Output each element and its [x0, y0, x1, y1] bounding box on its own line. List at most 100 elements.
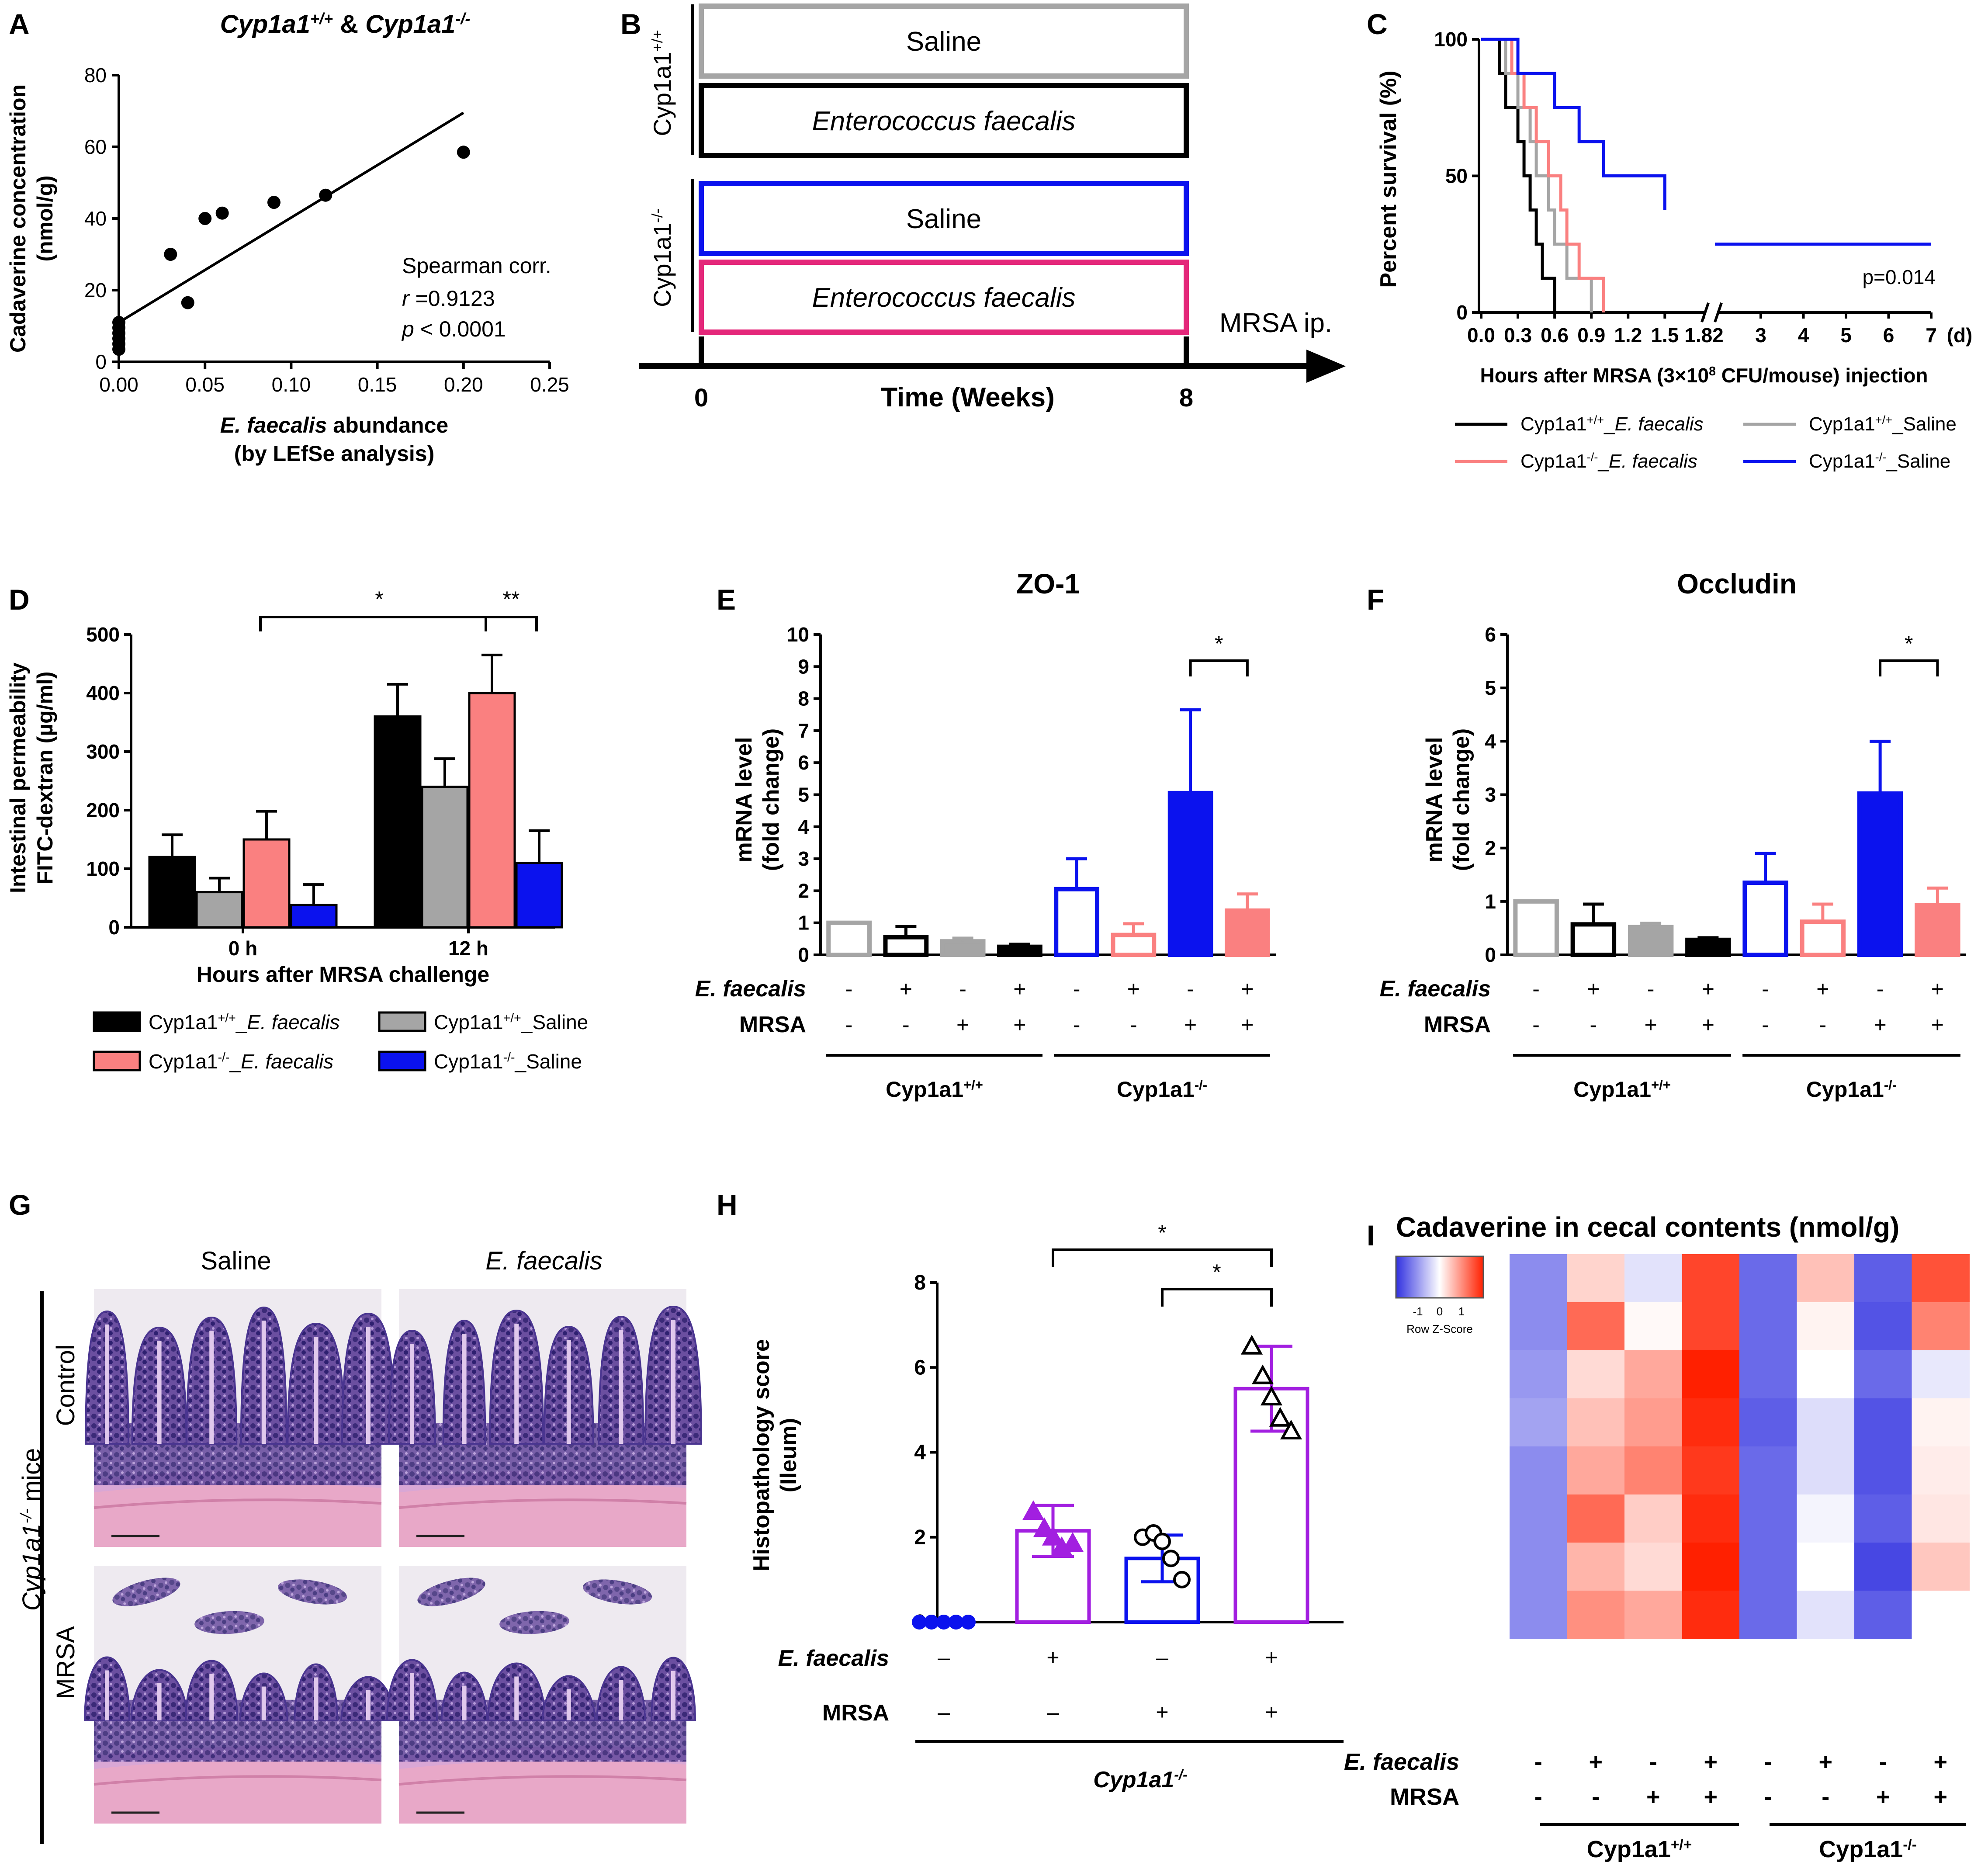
label-part: _	[514, 1050, 526, 1073]
heatmap-cell	[1797, 1446, 1855, 1495]
heatmap-cell	[1912, 1591, 1970, 1639]
heatmap-cell	[1682, 1494, 1740, 1543]
event-label: MRSA ip.	[1219, 308, 1332, 338]
data-point	[1153, 1533, 1171, 1550]
group-label: Cyp1a1+/+	[886, 1077, 983, 1102]
chart-title: ZO-1	[1016, 568, 1080, 600]
label-part: CFU/mouse) injection	[1716, 364, 1928, 387]
panel-e: ZO-1 0 1 2 3 4 5 6 7 8 9 10 - - + - - + + + - - + - - + + + E. faeca…	[695, 568, 1276, 1102]
protocol-box	[699, 181, 1189, 256]
condition-sign: +	[1646, 1784, 1660, 1810]
heatmap-cell	[1624, 1254, 1683, 1303]
bar	[1570, 922, 1617, 957]
condition-sign: +	[1046, 1645, 1059, 1670]
data-point	[457, 146, 470, 159]
stat-label: Spearman corr.	[402, 253, 551, 278]
data-point	[319, 188, 332, 202]
bar	[242, 838, 291, 929]
significance-label: *	[375, 587, 383, 611]
y-tick-label: 1	[798, 912, 809, 934]
label-part: _	[229, 1050, 241, 1073]
heatmap-cell	[1854, 1350, 1912, 1399]
y-tick-label: 2	[914, 1526, 926, 1549]
x-tick-label: 0.3	[1504, 324, 1532, 347]
panel-f: Occludin 0 1 2 3 4 5 6 - - + - - + + + - - + - - + + + E. faecal…	[1380, 568, 1966, 1102]
x-tick-label: 0.15	[358, 373, 397, 396]
row-label: MRSA	[1424, 1012, 1491, 1037]
panel-b: Saline Enterococcus faecalis Saline Enteroc…	[639, 3, 1346, 413]
data-point	[1042, 1526, 1064, 1546]
y-tick-label: 2	[1485, 837, 1496, 860]
label-part: _	[1597, 451, 1609, 472]
x-tick-label: 6	[1883, 324, 1894, 347]
panel-letter-E: E	[717, 583, 736, 616]
heatmap-cell	[1510, 1398, 1568, 1447]
condition-sign: +	[956, 1012, 969, 1037]
label-part: E. faecalis	[241, 1050, 333, 1073]
protocol-box	[699, 83, 1189, 158]
histology-image	[386, 1566, 696, 1824]
bar	[1628, 925, 1674, 957]
data-point	[181, 296, 194, 309]
condition-sign: +	[1587, 977, 1600, 1001]
data-point	[1240, 1335, 1263, 1355]
legend-label: Cyp1a1+/+_Saline	[1809, 413, 1957, 435]
label-part: =0.9123	[409, 286, 495, 311]
label-part: Cyp1a1	[1573, 1077, 1651, 1102]
data-point	[164, 248, 177, 261]
survival-curve	[1481, 38, 1556, 312]
heatmap-cell	[1854, 1543, 1912, 1591]
condition-sign: -	[1764, 1784, 1772, 1810]
column-label: E. faecalis	[485, 1247, 603, 1275]
y-axis-label: Histopathology score	[749, 1339, 774, 1571]
heatmap-cell	[1567, 1446, 1625, 1495]
condition-sign: +	[1876, 1784, 1890, 1810]
legend-label: Cyp1a1-/-_E. faecalis	[1520, 450, 1697, 472]
legend-label: Cyp1a1+/+_Saline	[434, 1011, 588, 1033]
condition-sign: -	[1590, 1012, 1597, 1037]
histology-image	[83, 1566, 397, 1824]
label-part: -/-	[649, 208, 666, 223]
y-axis-label: Percent survival (%)	[1376, 70, 1401, 288]
x-tick-label: 5	[1840, 324, 1852, 347]
condition-sign: +	[1013, 1012, 1026, 1037]
panel-letter-G: G	[9, 1189, 31, 1221]
bar	[1054, 887, 1100, 957]
significance-label: *	[1905, 631, 1913, 656]
label-part: E. faecalis	[247, 1011, 339, 1033]
condition-sign: -	[959, 977, 966, 1001]
data-point	[1022, 1500, 1045, 1520]
label-part: -/-	[1884, 1077, 1897, 1092]
group-label: Cyp1a1+/+	[648, 30, 676, 136]
data-point	[936, 1615, 951, 1630]
heatmap-cell	[1854, 1494, 1912, 1543]
histology-image	[388, 1289, 703, 1547]
heatmap-cell	[1624, 1543, 1683, 1591]
condition-sign: -	[1073, 977, 1081, 1001]
data-point	[1260, 1386, 1283, 1406]
heatmap-cell	[1682, 1350, 1740, 1399]
x-tick-label: 0.20	[444, 373, 483, 396]
y-tick-label: 0	[95, 350, 107, 373]
label-part: abundance	[327, 413, 448, 437]
label-part: _Saline	[1886, 451, 1950, 472]
significance-label: *	[1212, 1260, 1221, 1284]
bar	[148, 856, 196, 929]
x-axis-label: (by LEfSe analysis)	[234, 441, 435, 466]
condition-sign: +	[1818, 1749, 1832, 1775]
detached-fragment	[582, 1579, 652, 1605]
condition-sign: +	[1184, 1012, 1197, 1037]
heatmap-cell	[1797, 1254, 1855, 1303]
legend-swatch	[93, 1011, 141, 1032]
label-part: _	[521, 1011, 533, 1033]
condition-sign: –	[938, 1645, 950, 1670]
condition-sign: +	[1265, 1700, 1278, 1724]
y-axis-label: (nmol/g)	[33, 175, 57, 261]
bar	[826, 920, 872, 957]
label-part: Cyp1a1	[434, 1050, 503, 1073]
x-axis-label: E. faecalis abundance	[220, 413, 448, 437]
detached-fragment	[417, 1578, 485, 1606]
condition-sign: +	[900, 977, 912, 1001]
x-tick-label: 0.6	[1541, 324, 1569, 347]
x-tick-label: 7	[1926, 324, 1937, 347]
